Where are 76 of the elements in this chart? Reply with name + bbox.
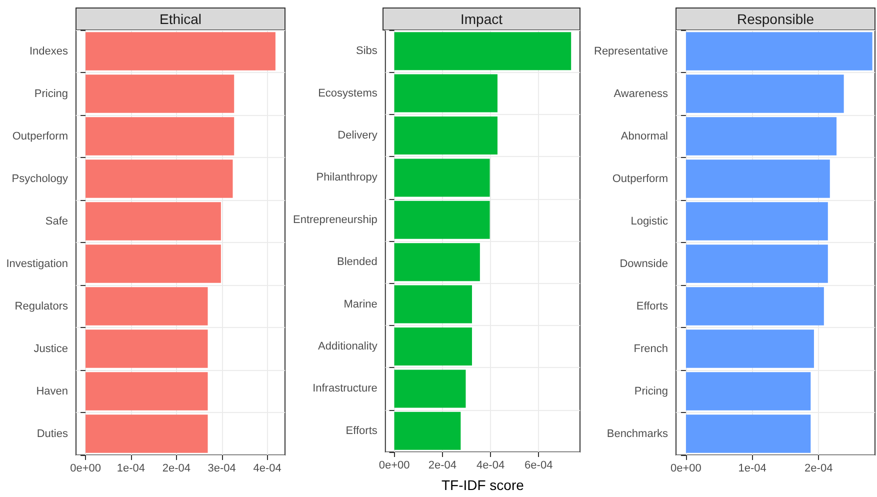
bar — [394, 200, 490, 239]
bar — [86, 202, 221, 240]
bar — [86, 160, 233, 198]
y-tick-label: Entrepreneurship — [292, 214, 378, 226]
bar — [394, 158, 490, 197]
chart-title: Ethical — [159, 11, 202, 27]
y-tick-label: Abnormal — [620, 130, 668, 142]
y-tick-label: Psychology — [12, 172, 68, 185]
x-tick-label: 3e-04 — [208, 462, 236, 474]
y-tick-label: Downside — [620, 258, 668, 270]
bar — [86, 372, 208, 410]
x-tick-label: 2e-04 — [162, 462, 190, 474]
bar — [686, 74, 844, 113]
bar — [86, 414, 208, 453]
bar — [686, 32, 872, 70]
bar — [394, 412, 461, 450]
x-tick-label: 6e-04 — [524, 460, 553, 472]
x-tick-label: 0e+00 — [378, 460, 410, 472]
y-tick-label: French — [634, 342, 668, 355]
y-tick-label: Haven — [36, 385, 68, 398]
x-tick-label: 2e-04 — [804, 462, 833, 474]
y-tick-label: Blended — [337, 256, 378, 268]
y-tick-label: Efforts — [636, 300, 668, 312]
bar — [686, 330, 814, 368]
y-tick-label: Pricing — [34, 88, 68, 100]
chart-title: Responsible — [736, 11, 814, 27]
bar — [86, 74, 234, 113]
y-tick-label: Regulators — [14, 300, 68, 312]
bar — [686, 372, 811, 410]
x-tick-label: 0e+00 — [70, 462, 101, 474]
bar — [394, 74, 498, 112]
bar — [686, 117, 837, 156]
y-tick-label: Pricing — [634, 385, 668, 398]
x-tick-label: 0e+00 — [670, 462, 702, 474]
bar — [394, 285, 472, 324]
y-tick-label: Safe — [45, 215, 68, 228]
x-axis-title: TF-IDF score — [441, 477, 524, 493]
y-tick-label: Additionality — [318, 340, 378, 352]
x-tick-label: 1e-04 — [116, 462, 146, 474]
y-tick-label: Representative — [594, 45, 668, 58]
y-tick-label: Philanthropy — [316, 172, 378, 184]
bar — [86, 117, 234, 156]
bar — [86, 287, 208, 326]
y-tick-label: Awareness — [614, 88, 668, 100]
y-tick-label: Outperform — [12, 130, 68, 142]
bar — [394, 243, 480, 282]
bar — [686, 160, 830, 198]
y-tick-label: Marine — [344, 298, 378, 310]
y-tick-label: Investigation — [6, 258, 68, 270]
y-tick-label: Logistic — [630, 215, 668, 228]
y-tick-label: Justice — [34, 342, 68, 355]
x-tick-label: 4e-04 — [476, 460, 505, 472]
bar — [86, 32, 276, 70]
bar — [394, 370, 466, 408]
chart-title: Impact — [460, 11, 503, 27]
bar — [394, 116, 498, 154]
y-tick-label: Sibs — [356, 45, 378, 58]
bar — [394, 328, 472, 366]
y-tick-label: Ecosystems — [318, 87, 378, 100]
bar — [86, 330, 208, 368]
y-tick-label: Outperform — [612, 172, 668, 185]
y-tick-label: Indexes — [29, 45, 68, 58]
bar — [394, 32, 572, 70]
x-tick-label: 1e-04 — [738, 462, 766, 474]
bar — [686, 244, 828, 283]
y-tick-label: Delivery — [338, 130, 378, 142]
bar — [686, 202, 828, 240]
x-tick-label: 4e-04 — [253, 462, 282, 474]
y-tick-label: Benchmarks — [606, 428, 668, 440]
bar — [86, 244, 221, 283]
y-tick-label: Efforts — [346, 424, 378, 437]
y-tick-label: Duties — [36, 428, 68, 440]
y-tick-label: Infrastructure — [312, 382, 378, 395]
bar — [686, 414, 811, 453]
bar — [686, 287, 824, 326]
x-tick-label: 2e-04 — [428, 460, 456, 472]
